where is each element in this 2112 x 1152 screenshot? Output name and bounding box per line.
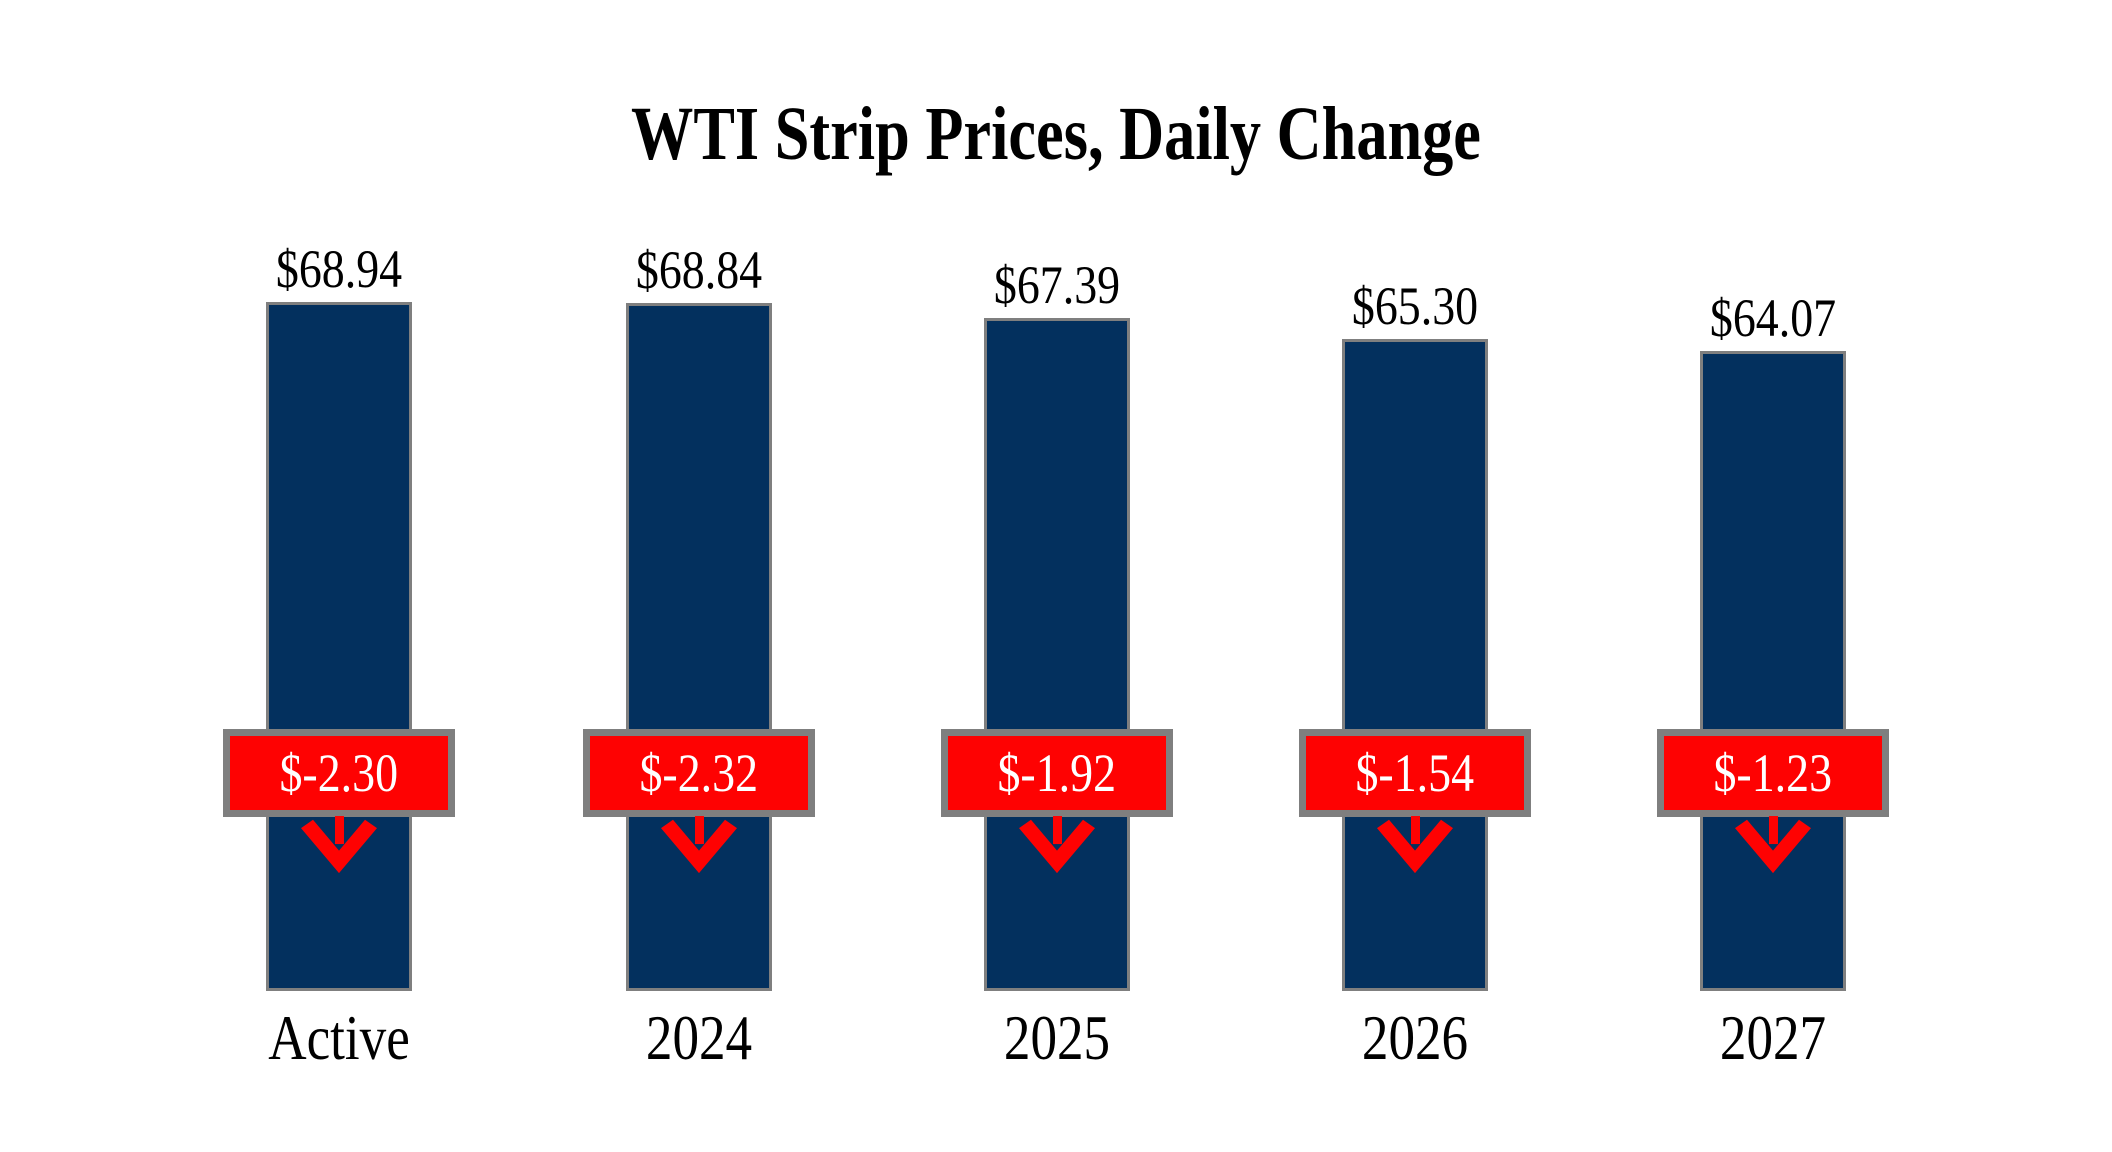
down-arrow-icon	[654, 816, 744, 874]
change-badge: $-2.30	[223, 729, 455, 817]
price-label: $68.84	[635, 240, 763, 300]
down-arrow-icon	[1370, 816, 1460, 874]
chart-title: WTI Strip Prices, Daily Change	[631, 92, 1481, 176]
change-badge-label: $-2.30	[279, 743, 399, 803]
down-arrow-icon	[1728, 816, 1818, 874]
price-label: $64.07	[1709, 288, 1837, 348]
bar-group-2026: $65.30 $-1.54 2026	[1299, 0, 1531, 1152]
change-badge-label: $-2.32	[639, 743, 759, 803]
bar	[266, 302, 412, 991]
change-badge: $-1.54	[1299, 729, 1531, 817]
category-label: 2025	[1003, 1002, 1111, 1073]
category-label: 2024	[645, 1002, 753, 1073]
price-label: $65.30	[1351, 276, 1479, 336]
change-badge: $-1.92	[941, 729, 1173, 817]
bar-group-2024: $68.84 $-2.32 2024	[583, 0, 815, 1152]
bar-group-active: $68.94 $-2.30 Active	[223, 0, 455, 1152]
down-arrow-icon	[1012, 816, 1102, 874]
bar	[1700, 351, 1846, 991]
category-label: 2026	[1361, 1002, 1469, 1073]
change-badge: $-1.23	[1657, 729, 1889, 817]
category-label: Active	[268, 1002, 410, 1073]
bar	[1342, 339, 1488, 991]
change-badge-label: $-1.23	[1713, 743, 1833, 803]
price-label: $68.94	[275, 239, 403, 299]
bar	[626, 303, 772, 991]
down-arrow-icon	[294, 816, 384, 874]
price-label: $67.39	[993, 255, 1121, 315]
change-badge-label: $-1.54	[1355, 743, 1475, 803]
bar-group-2025: $67.39 $-1.92 2025	[941, 0, 1173, 1152]
bar-group-2027: $64.07 $-1.23 2027	[1657, 0, 1889, 1152]
change-badge-label: $-1.92	[997, 743, 1117, 803]
change-badge: $-2.32	[583, 729, 815, 817]
category-label: 2027	[1719, 1002, 1827, 1073]
bar	[984, 318, 1130, 991]
